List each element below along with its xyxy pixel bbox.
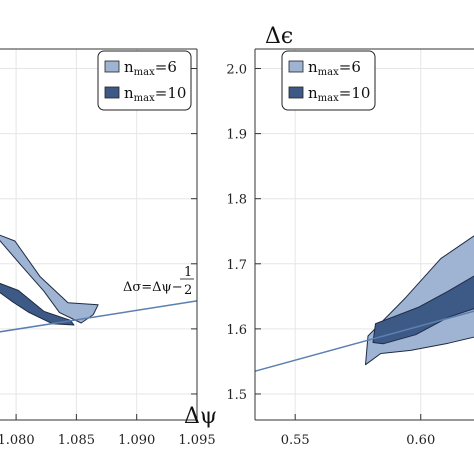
right-panel: 0.55 0.60 1.5 1.6 1.7 1.8 1.9 2.0 Δϵ nmax=6 nm… [226,24,474,448]
x-tick-label: 0.55 [281,433,310,448]
x-tick-label: 1.085 [58,433,95,448]
right-frame [254,48,474,421]
region-nmax6 [0,234,99,324]
region-nmax10 [372,275,474,345]
x-tick-label: 0.60 [406,433,435,448]
annotation: Δσ=Δψ− 1 2 [123,265,194,298]
left-legend-label-nmax10: nmax=10 [124,84,186,104]
x-tick-label: 1.090 [118,433,155,448]
x-tick-label: 1.080 [0,433,35,448]
annotation-frac-num: 1 [184,265,192,280]
left-legend: nmax=6 nmax=10 [97,50,192,111]
right-legend-label-nmax6: nmax=6 [308,58,361,78]
right-legend-swatch-nmax6 [288,60,304,73]
left-series [0,234,99,326]
left-constraint-line [0,300,198,333]
right-legend: nmax=6 nmax=10 [281,50,376,111]
left-legend-label-nmax6: nmax=6 [124,58,177,78]
right-y-ticks: 1.5 1.6 1.7 1.8 1.9 2.0 [226,63,247,403]
right-legend-box [281,50,376,111]
y-tick-label: 2.0 [226,63,247,78]
y-tick-label: 1.5 [226,388,247,403]
y-tick-label: 1.6 [226,323,247,338]
region-nmax10 [0,282,75,326]
left-panel: 1.080 1.085 1.090 1.095 Δψ Δσ=Δψ− 1 2 nmax=… [0,48,217,448]
left-x-ticks: 1.080 1.085 1.090 1.095 [0,433,216,448]
x-tick-label: 1.095 [178,433,215,448]
right-constraint-line [254,310,474,372]
annotation-label: Δσ=Δψ− [123,280,183,295]
right-legend-label-nmax10: nmax=10 [308,84,370,104]
left-x-axis-title: Δψ [184,404,217,429]
right-y-axis-title: Δϵ [265,24,293,49]
right-legend-swatch-nmax10 [288,86,304,99]
y-tick-label: 1.9 [226,128,247,143]
left-legend-box [97,50,192,111]
left-legend-swatch-nmax6 [104,60,120,73]
left-legend-swatch-nmax10 [104,86,120,99]
right-x-ticks: 0.55 0.60 [281,433,436,448]
y-tick-label: 1.8 [226,193,247,208]
y-tick-label: 1.7 [226,258,247,273]
right-series [365,235,474,366]
left-frame [0,48,198,421]
annotation-frac-den: 2 [184,283,192,298]
